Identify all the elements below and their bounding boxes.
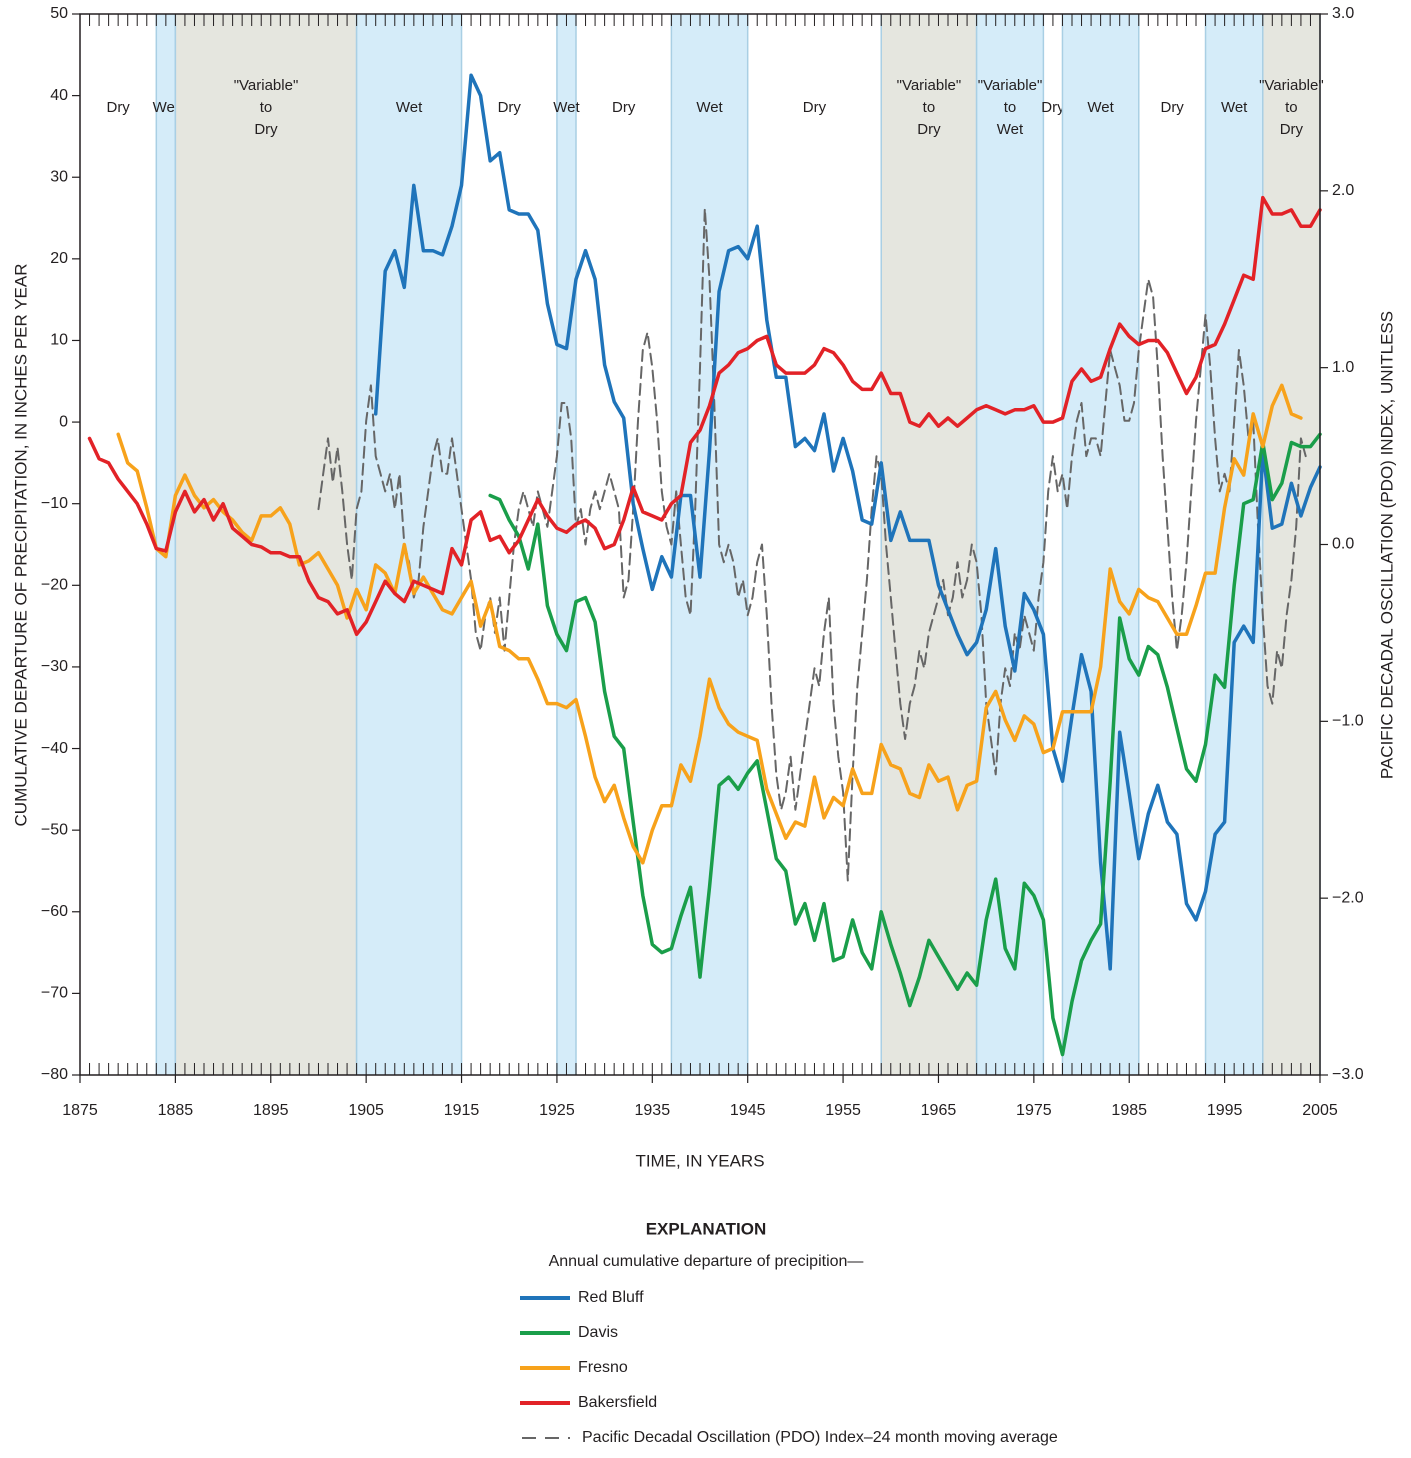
x-tick-label: 1915	[444, 1102, 480, 1119]
period-label: to	[260, 99, 273, 116]
legend-subtitle: Annual cumulative departure of precipiti…	[549, 1253, 864, 1270]
y2-tick-label: 0.0	[1332, 536, 1354, 553]
x-tick-label: 1925	[539, 1102, 575, 1119]
y2-axis-title: PACIFIC DECADAL OSCILLATION (PDO) INDEX,…	[1377, 311, 1396, 779]
period-label: "Variable"	[234, 77, 299, 94]
x-tick-label: 2005	[1302, 1102, 1338, 1119]
y-tick-label: 10	[50, 332, 68, 349]
x-tick-label: 1945	[730, 1102, 766, 1119]
period-label: Wet	[696, 99, 723, 116]
period-band	[356, 14, 462, 1075]
x-tick-label: 1965	[921, 1102, 957, 1119]
period-band	[175, 14, 357, 1075]
y2-tick-label: 1.0	[1332, 359, 1354, 376]
period-label: Dry	[498, 99, 522, 116]
period-label: Wet	[1221, 99, 1248, 116]
x-axis-title: TIME, IN YEARS	[635, 1151, 764, 1170]
y-tick-label: 50	[50, 5, 68, 22]
x-tick-label: 1905	[348, 1102, 384, 1119]
y-tick-label: −80	[41, 1066, 68, 1083]
legend-label: Davis	[578, 1324, 618, 1341]
legend-title: EXPLANATION	[646, 1219, 767, 1238]
legend-label: Red Bluff	[578, 1289, 644, 1306]
period-label: Dry	[254, 121, 278, 138]
series-line	[488, 432, 1322, 1057]
axes: 1875 1885 1895 1905 1915 1925 1935 1945 1955 1965…	[41, 5, 1364, 1119]
x-tick-label: 1975	[1016, 1102, 1052, 1119]
period-label: to	[1004, 99, 1017, 116]
y-tick-label: 30	[50, 168, 68, 185]
y-tick-label: 0	[59, 413, 68, 430]
series-line	[87, 195, 1322, 637]
period-bands: Dry Wet "Variable" to Dry Wet Dry Wet Dry Wet Dry "…	[106, 14, 1324, 1075]
period-label: Wet	[1087, 99, 1114, 116]
x-tick-label: 1985	[1111, 1102, 1147, 1119]
period-label: Dry	[1041, 99, 1065, 116]
y-tick-label: −60	[41, 903, 68, 920]
period-label: "Variable"	[978, 77, 1043, 94]
period-label: to	[1285, 99, 1298, 116]
x-tick-label: 1875	[62, 1102, 98, 1119]
period-label: Dry	[1160, 99, 1184, 116]
y-tick-label: 20	[50, 250, 68, 267]
y-tick-label: −40	[41, 740, 68, 757]
y-tick-label: −20	[41, 577, 68, 594]
y2-tick-label: 3.0	[1332, 5, 1354, 22]
x-tick-label: 1995	[1207, 1102, 1243, 1119]
y2-tick-label: 2.0	[1332, 182, 1354, 199]
legend-label: Fresno	[578, 1359, 628, 1376]
period-label: Wet	[153, 99, 180, 116]
legend-label: Pacific Decadal Oscillation (PDO) Index–…	[582, 1429, 1058, 1446]
period-label: to	[923, 99, 936, 116]
period-label: "Variable"	[1259, 77, 1324, 94]
period-label: Dry	[917, 121, 941, 138]
series-line	[116, 383, 1303, 865]
y-tick-label: −30	[41, 658, 68, 675]
x-tick-label: 1935	[635, 1102, 671, 1119]
pdo-line	[317, 207, 1307, 882]
y-tick-label: 40	[50, 87, 68, 104]
series-lines	[87, 73, 1322, 1057]
period-band	[671, 14, 748, 1075]
y-axis-title: CUMULATIVE DEPARTURE OF PRECIPITATION, I…	[11, 264, 30, 827]
y2-tick-label: −3.0	[1332, 1066, 1364, 1083]
y-tick-label: −50	[41, 821, 68, 838]
period-band	[1262, 14, 1320, 1075]
y-tick-label: −70	[41, 985, 68, 1002]
period-label: Wet	[553, 99, 580, 116]
period-label: Dry	[1280, 121, 1304, 138]
period-band	[1205, 14, 1263, 1075]
period-label: Wet	[997, 121, 1024, 138]
legend-label: Bakersfield	[578, 1394, 657, 1411]
y2-tick-label: −2.0	[1332, 889, 1364, 906]
series-line	[373, 73, 1322, 971]
period-label: "Variable"	[897, 77, 962, 94]
period-band	[976, 14, 1044, 1075]
period-label: Dry	[106, 99, 130, 116]
period-label: Wet	[396, 99, 423, 116]
y2-tick-label: −1.0	[1332, 713, 1364, 730]
period-label: Dry	[612, 99, 636, 116]
period-label: Dry	[803, 99, 827, 116]
plot-frame	[79, 13, 1321, 1076]
x-tick-label: 1895	[253, 1102, 289, 1119]
period-band	[556, 14, 576, 1075]
legend: Red Bluff Davis Fresno Bakersfield Pacific D…	[520, 1289, 1058, 1446]
y-tick-label: −10	[41, 495, 68, 512]
x-tick-label: 1885	[158, 1102, 194, 1119]
x-tick-label: 1955	[825, 1102, 861, 1119]
